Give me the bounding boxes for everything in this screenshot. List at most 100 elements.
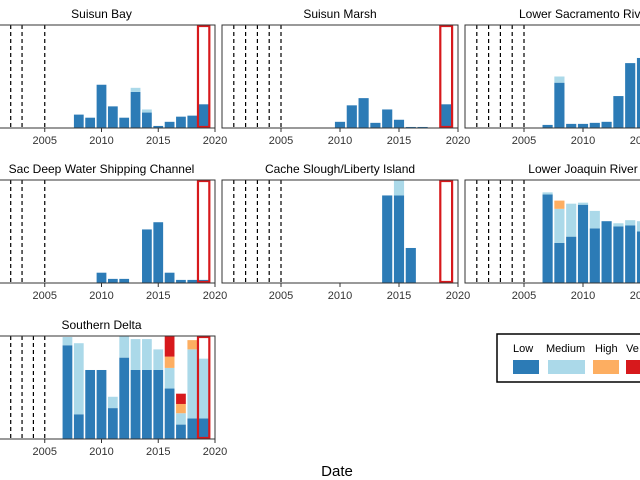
- panel-title: Sac Deep Water Shipping Channel: [9, 162, 195, 176]
- bar-low-2017: [176, 116, 186, 128]
- bar-medium-2018: [187, 349, 198, 419]
- bar-very-high-2017: [176, 393, 186, 404]
- bar-medium-2011: [107, 396, 118, 409]
- bar-medium-2017: [176, 413, 186, 425]
- bar-medium-2016: [164, 367, 175, 389]
- x-tick-label-2010: 2010: [89, 446, 113, 458]
- bar-low-2010: [96, 369, 107, 439]
- plot-area: [233, 180, 454, 283]
- plot-area: [476, 25, 640, 128]
- x-tick-label-2015: 2015: [146, 446, 170, 458]
- bar-low-2010: [577, 204, 589, 283]
- bar-medium-2013: [130, 339, 141, 370]
- x-tick-label-2015: 2015: [630, 135, 640, 147]
- bar-low-2014: [625, 63, 636, 128]
- x-tick-label-2005: 2005: [33, 290, 57, 302]
- bar-low-2017: [176, 424, 186, 439]
- panel-3: 2005 2010 2015 Lower Sacramento Rive: [464, 7, 640, 147]
- highlight-box-2019: [196, 336, 211, 439]
- highlight-box-2019: [196, 180, 211, 283]
- bar-low-2015: [393, 195, 405, 283]
- bar-medium-2014: [142, 109, 152, 113]
- legend-label-low: Low: [513, 343, 533, 355]
- panel-title: Cache Slough/Liberty Island: [265, 162, 415, 176]
- bar-low-2013: [130, 369, 141, 439]
- panel-1: 2005 2010 2015 2020 Suisun Bay: [0, 7, 227, 147]
- panel-6: 2005 2010 2015 Lower Joaquin River: [464, 162, 640, 302]
- bar-low-2018: [187, 279, 198, 283]
- x-tick-label-2020: 2020: [203, 290, 227, 302]
- bar-medium-2008: [73, 343, 84, 415]
- bar-high-2008: [554, 200, 565, 209]
- panel-5: 2005 2010 2015 2020 Cache Slough/Liberty Isl…: [221, 162, 470, 302]
- bar-low-2007: [542, 124, 553, 128]
- bar-low-2011: [107, 278, 118, 283]
- x-tick-label-2015: 2015: [387, 135, 411, 147]
- bar-low-2015: [153, 369, 164, 439]
- bar-low-2009: [566, 236, 577, 283]
- bar-low-2008: [73, 114, 84, 128]
- bar-low-2015: [636, 57, 640, 128]
- bar-medium-2015: [636, 221, 640, 232]
- bar-low-2008: [73, 414, 84, 439]
- bar-low-2011: [346, 105, 357, 128]
- bar-low-2007: [62, 345, 73, 439]
- bar-low-2012: [601, 121, 612, 128]
- bar-medium-2013: [613, 223, 624, 227]
- bar-high-2018: [187, 340, 198, 350]
- legend-swatch-high: [593, 360, 619, 374]
- x-tick-label-2010: 2010: [328, 135, 352, 147]
- x-tick-label-2005: 2005: [33, 446, 57, 458]
- x-tick-label-2015: 2015: [387, 290, 411, 302]
- x-tick-label-2010: 2010: [89, 135, 113, 147]
- bar-low-2010: [96, 272, 107, 283]
- legend-label-very-high: Ve: [626, 343, 639, 355]
- bar-low-2012: [601, 221, 612, 283]
- bar-low-2013: [613, 226, 624, 283]
- bar-medium-2014: [142, 339, 152, 370]
- bar-medium-2008: [554, 208, 565, 243]
- bar-medium-2015: [153, 349, 164, 370]
- bar-low-2018: [187, 418, 198, 439]
- legend: Low Medium High Ve: [496, 333, 640, 383]
- plot-area: [233, 25, 454, 128]
- legend-swatch-medium: [548, 360, 585, 374]
- bar-low-2012: [358, 98, 369, 128]
- bar-medium-2014: [625, 220, 636, 226]
- bar-low-2010: [334, 121, 346, 128]
- bar-low-2014: [142, 229, 152, 283]
- panel-title: Lower Joaquin River: [528, 162, 637, 176]
- x-tick-label-2010: 2010: [89, 290, 113, 302]
- legend-label-high: High: [595, 343, 618, 355]
- x-tick-label-2005: 2005: [269, 290, 293, 302]
- panel-title: Southern Delta: [61, 318, 141, 332]
- bar-low-2009: [566, 123, 577, 128]
- bar-low-2011: [107, 408, 118, 439]
- bar-low-2015: [393, 119, 405, 128]
- bar-low-2012: [119, 357, 130, 439]
- bar-low-2015: [153, 125, 164, 128]
- bar-low-2012: [119, 117, 130, 128]
- panel-7: 2005 2010 2015 2020 Southern Delta: [0, 318, 227, 458]
- bar-low-2014: [382, 195, 393, 283]
- plot-area: [10, 25, 211, 128]
- bar-low-2016: [405, 247, 416, 283]
- bar-low-2016: [164, 121, 175, 128]
- legend-swatch-low: [513, 360, 539, 374]
- bar-medium-2010: [577, 202, 589, 205]
- highlight-box-2019: [439, 25, 454, 128]
- x-tick-label-2005: 2005: [512, 135, 536, 147]
- bar-low-2013: [370, 122, 381, 128]
- bar-low-2015: [636, 231, 640, 283]
- bar-low-2014: [625, 225, 636, 283]
- bar-low-2011: [589, 122, 600, 128]
- bar-low-2019: [198, 104, 209, 128]
- panel-4: 2005 2010 2015 2020 Sac Deep Water Shipping …: [0, 162, 227, 302]
- x-tick-label-2020: 2020: [203, 135, 227, 147]
- bar-low-2013: [130, 91, 141, 128]
- x-tick-label-2005: 2005: [269, 135, 293, 147]
- x-tick-label-2020: 2020: [446, 135, 470, 147]
- x-tick-label-2005: 2005: [33, 135, 57, 147]
